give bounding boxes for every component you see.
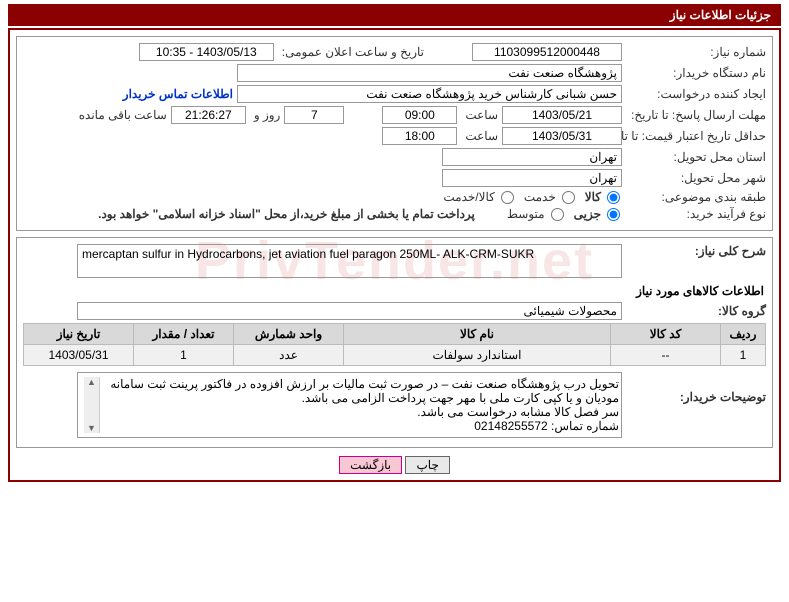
field-validity-date — [502, 127, 622, 145]
notes-line-3: شماره تماس: 02148255572 — [100, 419, 619, 433]
payment-note: پرداخت تمام یا بخشی از مبلغ خرید،از محل … — [94, 207, 475, 221]
td-qty: 1 — [134, 345, 234, 366]
notes-line-2: سر فصل کالا مشابه درخواست می باشد. — [100, 405, 619, 419]
field-need-no — [472, 43, 622, 61]
row-buyer-org: نام دستگاه خریدار: — [23, 64, 766, 82]
field-validity-time — [382, 127, 457, 145]
field-days-left — [284, 106, 344, 124]
label-need-no: شماره نیاز: — [626, 45, 766, 59]
back-button[interactable]: بازگشت — [339, 456, 402, 474]
table-header-row: ردیف کد کالا نام کالا واحد شمارش تعداد /… — [24, 324, 766, 345]
row-city: شهر محل تحویل: — [23, 169, 766, 187]
row-general-desc: شرح کلی نیاز: mercaptan sulfur in Hydroc… — [23, 244, 766, 278]
label-saat-2: ساعت — [461, 129, 498, 143]
row-goods-group: گروه کالا: — [23, 302, 766, 320]
field-city — [442, 169, 622, 187]
radio-khedmat[interactable] — [562, 191, 575, 204]
th-name: نام کالا — [344, 324, 611, 345]
label-radio-khedmat: خدمت — [520, 190, 556, 204]
table-row: 1 -- استاندارد سولفات عدد 1 1403/05/31 — [24, 345, 766, 366]
label-general-desc: شرح کلی نیاز: — [626, 244, 766, 258]
label-announce-dt: تاریخ و ساعت اعلان عمومی: — [278, 45, 424, 59]
label-radio-jozei: جزیی — [570, 207, 601, 221]
field-announce-dt — [139, 43, 274, 61]
td-code: -- — [611, 345, 721, 366]
th-unit: واحد شمارش — [234, 324, 344, 345]
print-button[interactable]: چاپ — [405, 456, 449, 474]
radio-jozei[interactable] — [607, 208, 620, 221]
link-buyer-contact[interactable]: اطلاعات تماس خریدار — [123, 87, 233, 101]
th-date: تاریخ نیاز — [24, 324, 134, 345]
row-province: استان محل تحویل: — [23, 148, 766, 166]
field-requester — [237, 85, 622, 103]
label-buyer-notes: توضیحات خریدار: — [626, 372, 766, 404]
field-time-left — [171, 106, 246, 124]
label-subject-class: طبقه بندی موضوعی: — [626, 190, 766, 204]
row-validity: حداقل تاریخ اعتبار قیمت: تا تاریخ: ساعت — [23, 127, 766, 145]
field-general-desc: mercaptan sulfur in Hydrocarbons, jet av… — [77, 244, 622, 278]
row-purchase-type: نوع فرآیند خرید: جزیی متوسط پرداخت تمام … — [23, 207, 766, 221]
label-rooz-va: روز و — [250, 108, 281, 122]
row-deadline: مهلت ارسال پاسخ: تا تاریخ: ساعت روز و سا… — [23, 106, 766, 124]
radio-kala-khedmat[interactable] — [501, 191, 514, 204]
label-radio-kala: کالا — [581, 190, 601, 204]
row-requester: ایجاد کننده درخواست: اطلاعات تماس خریدار — [23, 85, 766, 103]
button-row: چاپ بازگشت — [16, 456, 773, 474]
label-city: شهر محل تحویل: — [626, 171, 766, 185]
label-buyer-org: نام دستگاه خریدار: — [626, 66, 766, 80]
label-purchase-type: نوع فرآیند خرید: — [626, 207, 766, 221]
radio-motevaset[interactable] — [551, 208, 564, 221]
radio-kala[interactable] — [607, 191, 620, 204]
label-validity: حداقل تاریخ اعتبار قیمت: تا تاریخ: — [626, 129, 766, 143]
main-container: PrivTender.net شماره نیاز: تاریخ و ساعت … — [8, 28, 781, 482]
field-deadline-time — [382, 106, 457, 124]
label-province: استان محل تحویل: — [626, 150, 766, 164]
row-need-no: شماره نیاز: تاریخ و ساعت اعلان عمومی: — [23, 43, 766, 61]
row-buyer-notes: توضیحات خریدار: تحویل درب پژوهشگاه صنعت … — [23, 372, 766, 438]
info-box: شماره نیاز: تاریخ و ساعت اعلان عمومی: نا… — [16, 36, 773, 231]
field-buyer-notes: تحویل درب پژوهشگاه صنعت نفت – در صورت ثب… — [77, 372, 622, 438]
label-requester: ایجاد کننده درخواست: — [626, 87, 766, 101]
field-province — [442, 148, 622, 166]
notes-line-1: تحویل درب پژوهشگاه صنعت نفت – در صورت ثب… — [100, 377, 619, 405]
field-goods-group — [77, 302, 622, 320]
page-title: جزئیات اطلاعات نیاز — [670, 8, 771, 22]
th-row: ردیف — [721, 324, 766, 345]
section-goods-info: اطلاعات کالاهای مورد نیاز — [25, 284, 764, 298]
label-saat-1: ساعت — [461, 108, 498, 122]
label-goods-group: گروه کالا: — [626, 304, 766, 318]
label-deadline: مهلت ارسال پاسخ: تا تاریخ: — [626, 108, 766, 122]
th-code: کد کالا — [611, 324, 721, 345]
td-name: استاندارد سولفات — [344, 345, 611, 366]
goods-table: ردیف کد کالا نام کالا واحد شمارش تعداد /… — [23, 323, 766, 366]
scroll-down-icon[interactable]: ▼ — [87, 423, 96, 433]
page-header: جزئیات اطلاعات نیاز — [8, 4, 781, 26]
row-subject-class: طبقه بندی موضوعی: کالا خدمت کالا/خدمت — [23, 190, 766, 204]
field-buyer-org — [237, 64, 622, 82]
th-qty: تعداد / مقدار — [134, 324, 234, 345]
label-radio-kala-khedmat: کالا/خدمت — [439, 190, 494, 204]
label-radio-motevaset: متوسط — [503, 207, 545, 221]
field-deadline-date — [502, 106, 622, 124]
details-box: شرح کلی نیاز: mercaptan sulfur in Hydroc… — [16, 237, 773, 448]
td-unit: عدد — [234, 345, 344, 366]
td-date: 1403/05/31 — [24, 345, 134, 366]
scroll-up-icon[interactable]: ▲ — [87, 377, 96, 387]
label-saat-baghi: ساعت باقی مانده — [75, 108, 167, 122]
td-row: 1 — [721, 345, 766, 366]
